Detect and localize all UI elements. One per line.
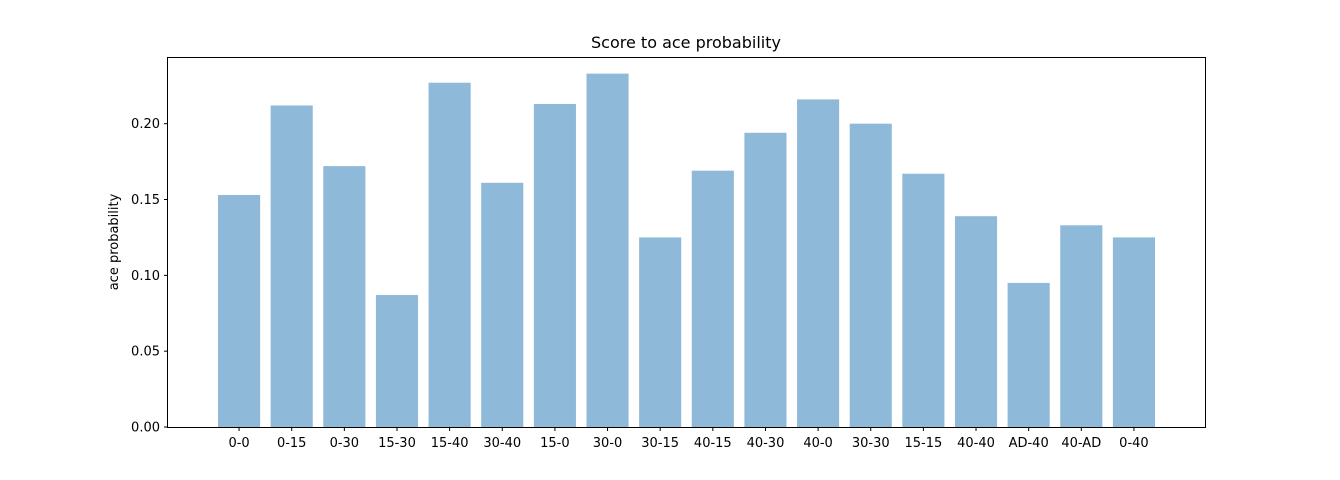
bar-40-15 [691, 170, 734, 427]
x-tick-label: 15-30 [378, 436, 416, 451]
x-tick-label: 30-0 [593, 436, 623, 451]
x-tick-label: 40-15 [694, 436, 732, 451]
bar-0-15 [270, 105, 313, 428]
x-tick-label: 0-40 [1119, 436, 1149, 451]
x-axis: 0-0 0-15 0-30 15-30 15-40 30-40 15-0 30-0 30-15 4… [228, 427, 1149, 451]
x-tick-label: 15-40 [431, 436, 469, 451]
x-tick-label: 40-30 [747, 436, 785, 451]
x-tick-label: 0-0 [228, 436, 249, 451]
bar-30-0 [586, 73, 629, 427]
x-tick-label: 40-0 [803, 436, 833, 451]
bar-15-15 [902, 173, 945, 427]
y-axis: 0.00 0.05 0.10 0.15 0.20 [131, 117, 168, 436]
y-tick-label: 0.15 [131, 193, 160, 208]
bar-AD-40 [1007, 282, 1050, 427]
y-tick-label: 0.05 [131, 345, 160, 360]
bar-0-30 [323, 166, 366, 427]
plot-frame [167, 57, 1206, 428]
bar-30-15 [639, 237, 682, 427]
chart-title: Score to ace probability [591, 33, 781, 52]
bars-group [218, 73, 1155, 428]
bar-15-30 [375, 295, 419, 427]
bar-40-0 [797, 99, 840, 427]
y-tick-label: 0.10 [131, 269, 160, 284]
x-tick-label: 30-15 [641, 436, 679, 451]
y-tick-label: 0.00 [131, 421, 160, 436]
x-tick-label: 40-AD [1061, 436, 1101, 451]
bar-40-AD [1060, 225, 1103, 427]
bar-15-40 [428, 82, 471, 428]
x-tick-label: 30-30 [852, 436, 890, 451]
bar-0-40 [1112, 237, 1155, 427]
bar-30-40 [481, 182, 524, 427]
bar-30-30 [849, 123, 892, 427]
bar-15-0 [533, 103, 576, 427]
x-tick-label: 15-15 [904, 436, 942, 451]
y-tick-label: 0.20 [131, 117, 160, 132]
bar-40-40 [954, 216, 998, 427]
x-tick-label: 15-0 [540, 436, 570, 451]
bar-40-30 [744, 132, 787, 427]
bar-0-0 [218, 194, 261, 427]
x-tick-label: AD-40 [1009, 436, 1049, 451]
x-tick-label: 30-40 [483, 436, 521, 451]
x-tick-label: 0-15 [277, 436, 307, 451]
y-axis-label: ace probability [107, 193, 122, 290]
x-tick-label: 0-30 [330, 436, 360, 451]
x-tick-label: 40-40 [957, 436, 995, 451]
